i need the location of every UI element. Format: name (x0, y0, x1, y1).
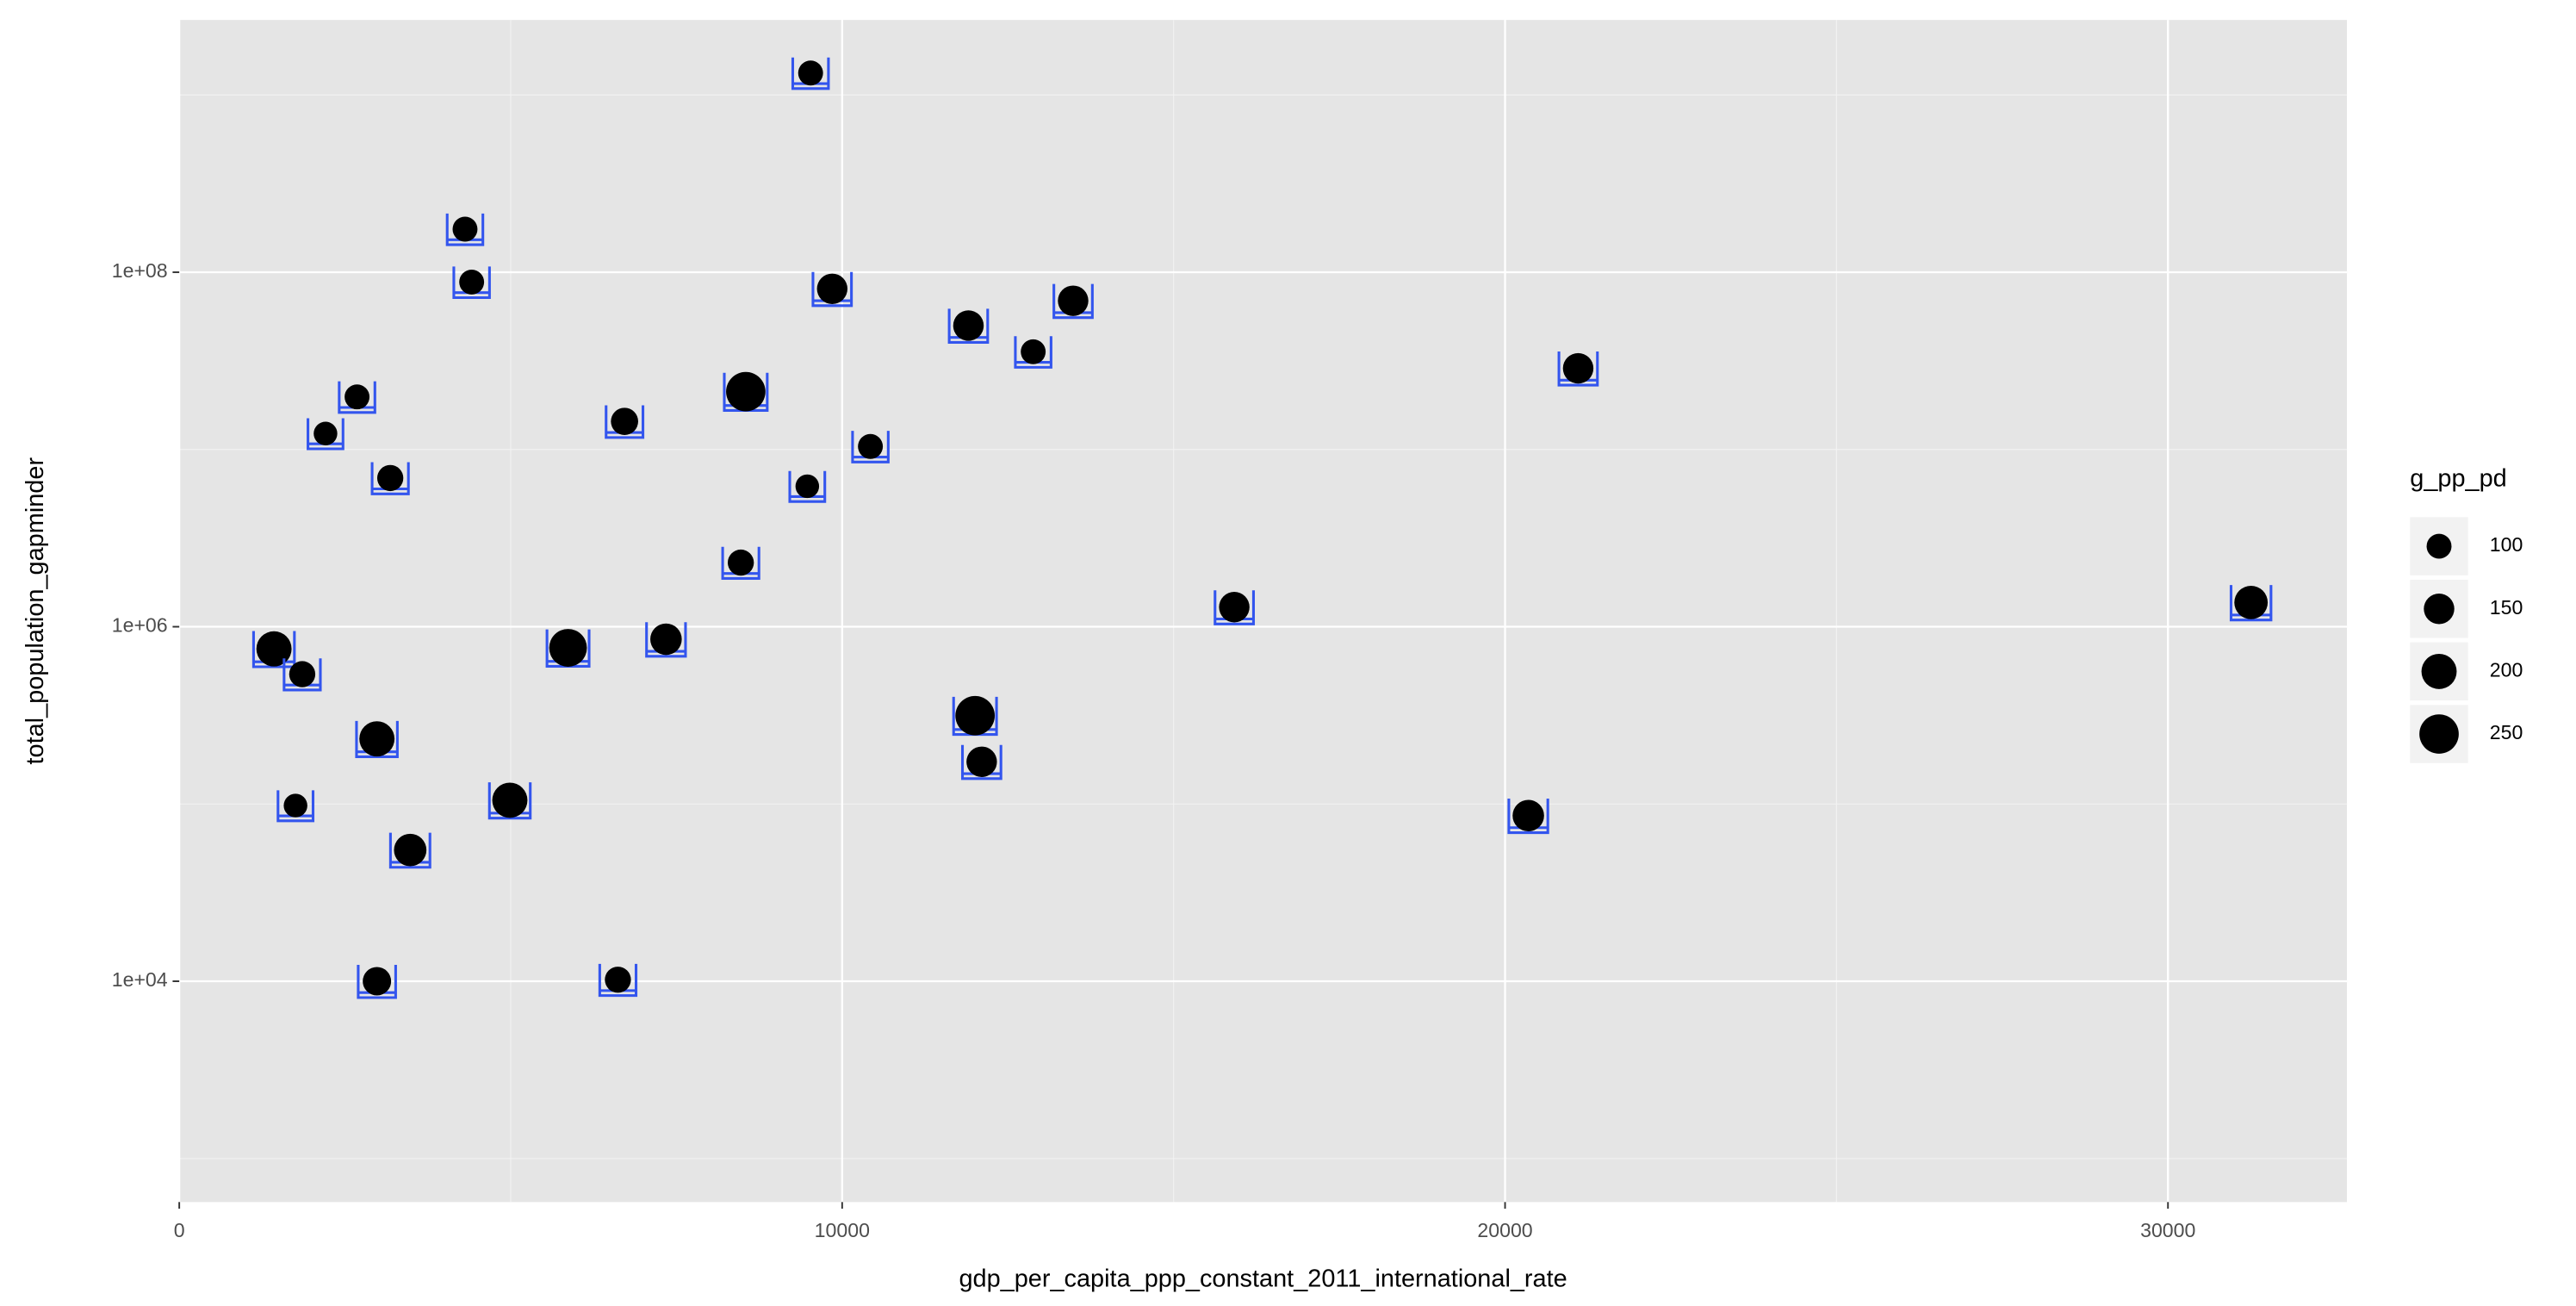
legend-label: 250 (2490, 721, 2523, 743)
x-tick-label: 10000 (815, 1219, 870, 1241)
legend-point (2421, 653, 2457, 689)
x-axis-title: gdp_per_capita_ppp_constant_2011_interna… (959, 1266, 1567, 1293)
x-tick-label: 0 (174, 1219, 185, 1241)
y-tick-label: 1e+08 (112, 259, 168, 282)
y-tick-label: 1e+04 (112, 968, 168, 991)
point (256, 631, 292, 667)
legend: 100 150 200 250 (2410, 517, 2523, 763)
x-tick-label: 20000 (1477, 1219, 1532, 1241)
legend-label: 150 (2490, 596, 2523, 619)
point (726, 371, 766, 412)
point (858, 433, 884, 459)
legend-label: 100 (2490, 533, 2523, 556)
point (1058, 285, 1089, 316)
point (376, 464, 404, 492)
legend-label: 200 (2490, 659, 2523, 681)
point (459, 269, 485, 295)
point (798, 60, 823, 86)
points (251, 57, 2273, 999)
point (1562, 352, 1594, 384)
panel (179, 20, 2348, 1203)
point (345, 384, 370, 410)
point (2234, 585, 2269, 619)
point (795, 474, 820, 499)
point (953, 310, 984, 341)
point (605, 967, 631, 993)
point (492, 782, 528, 818)
legend-point (2426, 533, 2452, 559)
legend-point (2419, 714, 2459, 754)
point (313, 421, 338, 445)
point (394, 833, 427, 867)
point (966, 746, 997, 777)
point (359, 721, 395, 757)
point (1219, 592, 1250, 623)
point (1512, 799, 1544, 832)
y-tick-label: 1e+06 (112, 614, 168, 637)
x-tick-label: 30000 (2140, 1219, 2195, 1241)
point (955, 695, 996, 736)
point (289, 661, 316, 687)
point (549, 629, 587, 667)
axes: 0 10000 20000 30000 1e+04 1e+06 1e+08 (112, 259, 2196, 1241)
point (816, 273, 847, 304)
point (650, 623, 682, 656)
point (1021, 339, 1046, 364)
point (283, 793, 307, 818)
point (611, 407, 638, 436)
point (452, 216, 478, 242)
point (727, 549, 754, 576)
legend-title: g_pp_pd (2410, 465, 2506, 493)
point (363, 967, 392, 996)
legend-point (2424, 594, 2455, 625)
grid (177, 20, 2348, 1203)
y-axis-title: total_population_gapminder (22, 457, 49, 765)
